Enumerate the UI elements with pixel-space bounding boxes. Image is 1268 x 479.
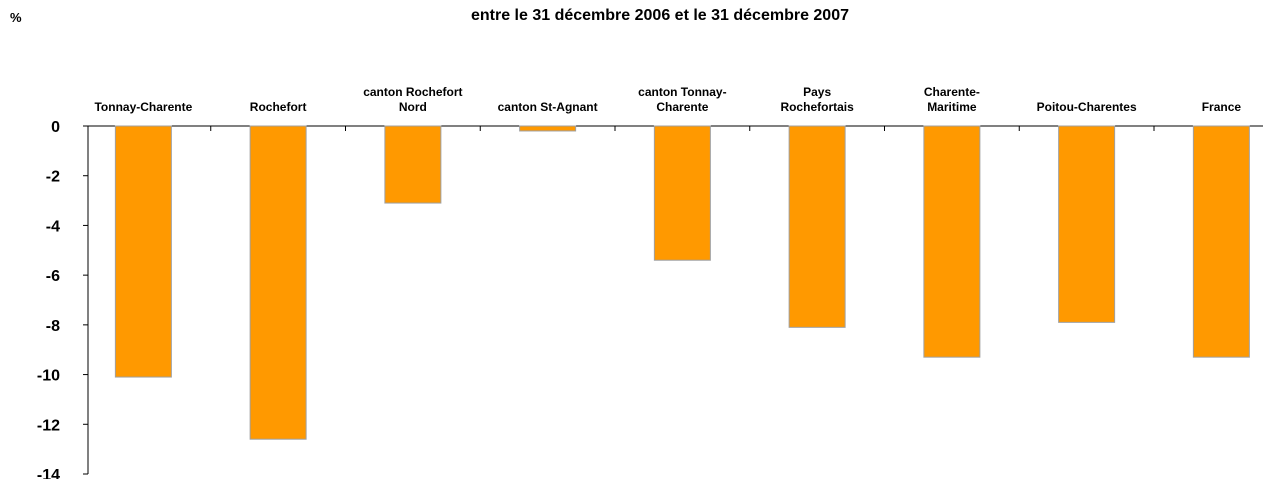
chart-title: entre le 31 décembre 2006 et le 31 décem… [471, 7, 849, 24]
x-tick-label: canton Tonnay-Charente [638, 85, 726, 114]
x-tick-label: canton Rochefort Nord [363, 85, 462, 114]
bar [923, 125, 981, 358]
bar [249, 125, 307, 440]
y-tick-label: -14 [37, 467, 60, 479]
bar [519, 125, 577, 132]
x-tick-label: canton St-Agnant [498, 100, 598, 114]
y-tick-label: 0 [51, 119, 60, 136]
bar [114, 125, 172, 378]
x-tick-label: Pays Rochefortais [780, 85, 854, 114]
y-tick-label: -8 [46, 318, 60, 335]
x-tick-label: Tonnay-Charente [94, 100, 192, 114]
bar [788, 125, 846, 328]
y-tick-label: -2 [46, 169, 60, 186]
x-tick-label: Poitou-Charentes [1037, 100, 1137, 114]
bar [1192, 125, 1250, 358]
x-tick-label: France [1202, 100, 1242, 114]
x-tick-label: Charente-Maritime [924, 85, 980, 114]
x-tick-label: Rochefort [250, 100, 307, 114]
bar [384, 125, 442, 204]
bar [1058, 125, 1116, 323]
y-tick-label: -6 [46, 268, 60, 285]
y-tick-label: -12 [37, 417, 60, 434]
y-tick-label: -10 [37, 368, 60, 385]
bar [653, 125, 711, 261]
y-tick-label: -4 [46, 218, 60, 235]
y-axis-label: % [10, 10, 22, 25]
